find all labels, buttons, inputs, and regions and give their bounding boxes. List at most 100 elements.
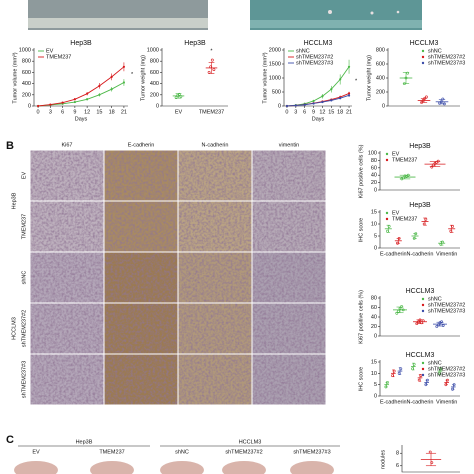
y-axis-label: Tumor weight (mg) <box>140 55 146 101</box>
tumor <box>328 10 332 14</box>
y-axis-label: IHC score <box>358 218 364 242</box>
chart-title: Hep3B <box>409 202 431 209</box>
y-tick-label: 0 <box>278 103 281 109</box>
tumor <box>396 10 400 14</box>
y-tick-label: 400 <box>376 75 385 81</box>
x-tick-label: 9 <box>73 109 76 115</box>
data-point <box>212 68 216 72</box>
condition-label: shTMEM237#3 <box>293 449 330 455</box>
data-point <box>321 100 324 104</box>
data-point <box>406 71 410 75</box>
ihc-texture <box>104 303 178 354</box>
y-tick-label: 600 <box>22 70 31 76</box>
y-tick-label: 0 <box>28 103 31 109</box>
x-tick-label: E-cadherin <box>380 399 407 405</box>
condition-label: shTMEM237#2 <box>225 449 262 455</box>
data-point <box>110 75 113 78</box>
legend-label: shTMEM237#3 <box>428 60 465 66</box>
data-point <box>441 97 445 101</box>
ihc-texture <box>104 354 178 405</box>
ihc-texture <box>178 252 252 303</box>
chart-title: Hep3B <box>184 40 206 47</box>
lung-photo <box>90 461 134 474</box>
y-tick-label: 800 <box>22 59 31 65</box>
legend-swatch <box>421 61 425 65</box>
legend-label: shNC <box>296 48 310 54</box>
y-tick-label: 600 <box>376 61 385 67</box>
ihc-texture <box>30 201 104 252</box>
y-axis-label: Tumor volume (mm³) <box>262 52 268 103</box>
data-point <box>339 78 342 81</box>
x-axis-label: Days <box>75 116 88 122</box>
data-point <box>435 325 439 328</box>
data-point <box>395 311 399 315</box>
x-tick-label: 21 <box>346 109 352 115</box>
x-tick-label: N-cadherin <box>407 251 434 257</box>
ihc-texture <box>252 252 326 303</box>
annotation: * <box>210 48 213 54</box>
y-axis-label: Tumor weight (mg) <box>366 55 372 101</box>
data-point <box>86 92 89 95</box>
legend-swatch <box>421 303 425 307</box>
y-tick-label: 400 <box>150 81 159 87</box>
axis <box>161 48 228 107</box>
row-label: EV <box>21 172 27 180</box>
ihc-texture <box>30 354 104 405</box>
legend-label: shNC <box>428 48 442 54</box>
y-tick-label: 0 <box>374 245 377 251</box>
legend-swatch <box>421 297 425 301</box>
x-tick-label: 3 <box>49 109 52 115</box>
panel-label: C <box>6 434 14 446</box>
column-header: E-cadherin <box>128 142 155 148</box>
data-point <box>430 165 434 169</box>
ruler <box>250 20 422 28</box>
legend-label: shNC <box>428 296 442 302</box>
x-tick-label: TMEM237 <box>199 109 224 115</box>
y-tick-label: 800 <box>376 47 385 53</box>
ihc-texture <box>178 303 252 354</box>
y-tick-label: 1000 <box>269 75 281 81</box>
data-point <box>110 88 113 91</box>
y-tick-label: 400 <box>22 81 31 87</box>
data-point <box>179 95 183 98</box>
y-tick-label: 1000 <box>19 47 31 53</box>
row-label: TMEM237 <box>21 214 27 239</box>
y-tick-label: 80 <box>371 295 377 301</box>
data-point <box>312 99 315 103</box>
y-axis-label: IHC score <box>358 367 364 391</box>
legend-swatch <box>421 309 425 313</box>
legend-label: shTMEM237#2 <box>428 54 465 60</box>
data-point <box>424 95 428 99</box>
data-point <box>49 103 52 106</box>
legend-label: shTMEM237#2 <box>296 54 333 60</box>
chart-title: Hep3B <box>409 143 431 150</box>
data-point <box>347 94 351 97</box>
y-tick-label: 100 <box>368 150 377 156</box>
y-tick-label: 800 <box>150 59 159 65</box>
group-label: HCCLM3 <box>239 439 262 445</box>
series-line <box>286 66 350 107</box>
y-tick-label: 0 <box>374 393 377 399</box>
y-tick-label: 15 <box>371 209 377 215</box>
x-tick-label: EV <box>175 109 183 115</box>
data-point <box>347 65 351 68</box>
legend-label: EV <box>392 210 400 216</box>
ihc-texture <box>252 303 326 354</box>
data-point <box>303 103 306 106</box>
data-point <box>436 159 440 163</box>
data-point <box>36 104 40 108</box>
data-point <box>440 320 444 324</box>
column-header: Ki67 <box>61 142 72 148</box>
data-point <box>312 102 315 105</box>
data-point <box>396 309 400 313</box>
x-tick-label: Vimentin <box>436 251 457 257</box>
legend-label: EV <box>46 48 54 54</box>
chart-title: HCCLM3 <box>410 40 439 47</box>
x-tick-label: 12 <box>84 109 90 115</box>
data-point <box>86 98 89 101</box>
chart-title: HCCLM3 <box>304 40 333 47</box>
y-tick-label: 8 <box>396 451 399 457</box>
data-point <box>122 81 126 84</box>
y-tick-label: 60 <box>371 305 377 311</box>
